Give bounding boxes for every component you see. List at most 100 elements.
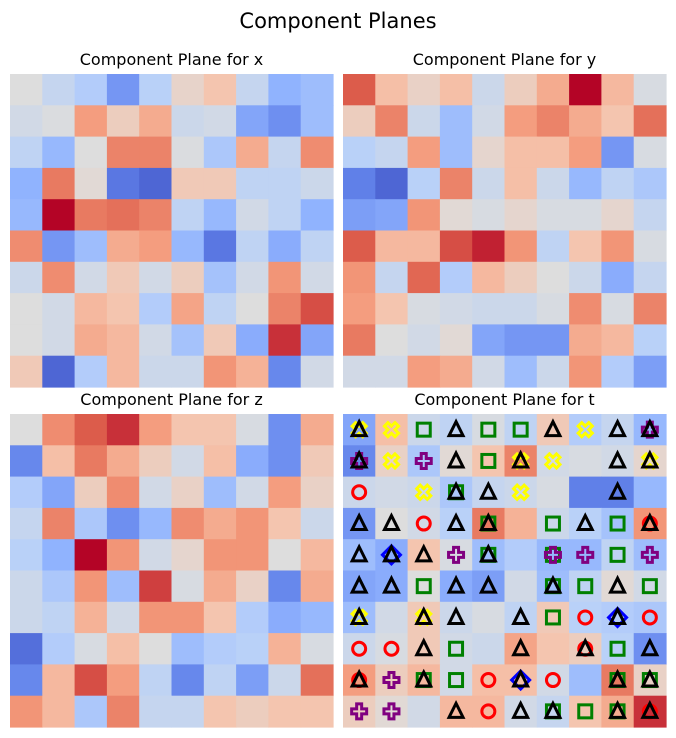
heatmap-cell xyxy=(407,355,441,388)
heatmap-cell xyxy=(472,507,506,540)
heatmap-cell xyxy=(536,293,570,325)
heatmap-cell xyxy=(343,74,376,106)
heatmap-cell xyxy=(504,105,538,138)
heatmap-cell xyxy=(504,74,538,106)
heatmap-cell xyxy=(407,695,441,728)
heatmap-cell xyxy=(42,445,76,478)
heatmap-cell xyxy=(633,476,667,509)
triangle-marker xyxy=(414,606,434,625)
heatmap-cell xyxy=(536,570,570,603)
heatmap-cell xyxy=(42,633,76,665)
heatmap-cell xyxy=(633,167,667,200)
square-marker xyxy=(577,578,594,595)
heatmap-cell xyxy=(569,136,602,169)
heatmap-cell xyxy=(106,507,140,540)
heatmap-cell xyxy=(42,476,76,509)
heatmap-cell xyxy=(343,293,376,325)
heatmap-cell xyxy=(236,74,269,106)
heatmap-cell xyxy=(42,74,76,106)
panel-title: Component Plane for z xyxy=(80,390,262,409)
heatmap-cell xyxy=(106,539,140,572)
heatmap-cell xyxy=(300,445,334,478)
triangle-marker xyxy=(608,418,627,438)
heatmap-cell xyxy=(633,74,667,106)
heatmap-cell xyxy=(139,105,173,138)
heatmap-cell xyxy=(74,601,108,634)
heatmap-cell xyxy=(268,570,302,603)
heatmap-cell xyxy=(268,261,302,294)
heatmap-cell xyxy=(343,261,376,294)
heatmap-cell xyxy=(106,136,140,169)
heatmap-cell xyxy=(106,476,140,509)
heatmap-cell xyxy=(601,230,635,263)
heatmap-cell xyxy=(171,695,205,728)
heatmap-cell xyxy=(10,167,43,200)
heatmap-cell xyxy=(42,414,76,446)
heatmap-cell xyxy=(106,261,140,294)
triangle-marker xyxy=(640,418,660,438)
heatmap-cell xyxy=(407,74,441,106)
heatmap-cell xyxy=(472,74,506,106)
heatmap-cell xyxy=(375,539,409,572)
square-marker xyxy=(544,515,561,532)
heatmap-cell xyxy=(504,539,538,572)
heatmap-cell xyxy=(569,74,602,106)
heatmap-cell xyxy=(439,601,473,634)
heatmap-cell xyxy=(236,507,269,540)
heatmap-cell xyxy=(139,664,173,697)
heatmap-cell xyxy=(268,539,302,572)
heatmap-cell xyxy=(203,476,237,509)
heatmap-cell xyxy=(633,695,667,728)
heatmap-cell xyxy=(203,136,237,169)
heatmap-cell xyxy=(106,414,140,446)
heatmap-cell xyxy=(10,570,43,603)
heatmap-cell xyxy=(633,105,667,138)
heatmap-cell xyxy=(236,167,269,200)
heatmap-cell xyxy=(106,105,140,138)
heatmap-cell xyxy=(74,293,108,325)
heatmap-cell xyxy=(569,355,602,388)
heatmap-cell xyxy=(74,695,108,728)
heatmap-cell xyxy=(439,445,473,478)
square-marker xyxy=(480,452,497,469)
heatmap-cell xyxy=(569,539,602,572)
heatmap-cell xyxy=(300,476,334,509)
heatmap-cell xyxy=(536,539,570,572)
heatmap-cell xyxy=(439,74,473,106)
plus-marker xyxy=(576,545,595,564)
heatmap-cell xyxy=(10,414,43,446)
circle-marker xyxy=(415,515,432,532)
heatmap-cell xyxy=(407,570,441,603)
triangle-marker xyxy=(608,668,627,688)
triangle-marker xyxy=(446,512,466,532)
heatmap-cell xyxy=(569,230,602,263)
heatmap-cell xyxy=(472,476,506,509)
heatmap-cell xyxy=(74,74,108,106)
heatmap-cell xyxy=(171,414,205,446)
heatmap-cell xyxy=(74,664,108,697)
heatmap-cell xyxy=(42,199,76,232)
heatmap-cell xyxy=(601,539,635,572)
heatmap-cell xyxy=(633,261,667,294)
plus-marker xyxy=(382,702,401,721)
heatmap-cell xyxy=(504,695,538,728)
triangle-marker xyxy=(446,449,466,469)
heatmap-y: Component Plane for y xyxy=(343,50,667,388)
heatmap-cell xyxy=(74,261,108,294)
heatmap-cell xyxy=(343,664,376,697)
heatmap-cell xyxy=(139,230,173,263)
heatmap-cell xyxy=(171,199,205,232)
heatmap-cell xyxy=(633,570,667,603)
heatmap-cell xyxy=(300,261,334,294)
heatmap-cell xyxy=(536,633,570,665)
triangle-marker xyxy=(640,637,660,657)
heatmap-cell xyxy=(343,414,376,446)
triangle-marker xyxy=(382,574,401,594)
heatmap-cell xyxy=(633,633,667,665)
heatmap-cell xyxy=(439,230,473,263)
heatmap-cell xyxy=(633,601,667,634)
heatmap-cell xyxy=(633,230,667,263)
heatmap-cell xyxy=(203,105,237,138)
heatmap-cell xyxy=(439,664,473,697)
heatmap-cell xyxy=(407,324,441,357)
